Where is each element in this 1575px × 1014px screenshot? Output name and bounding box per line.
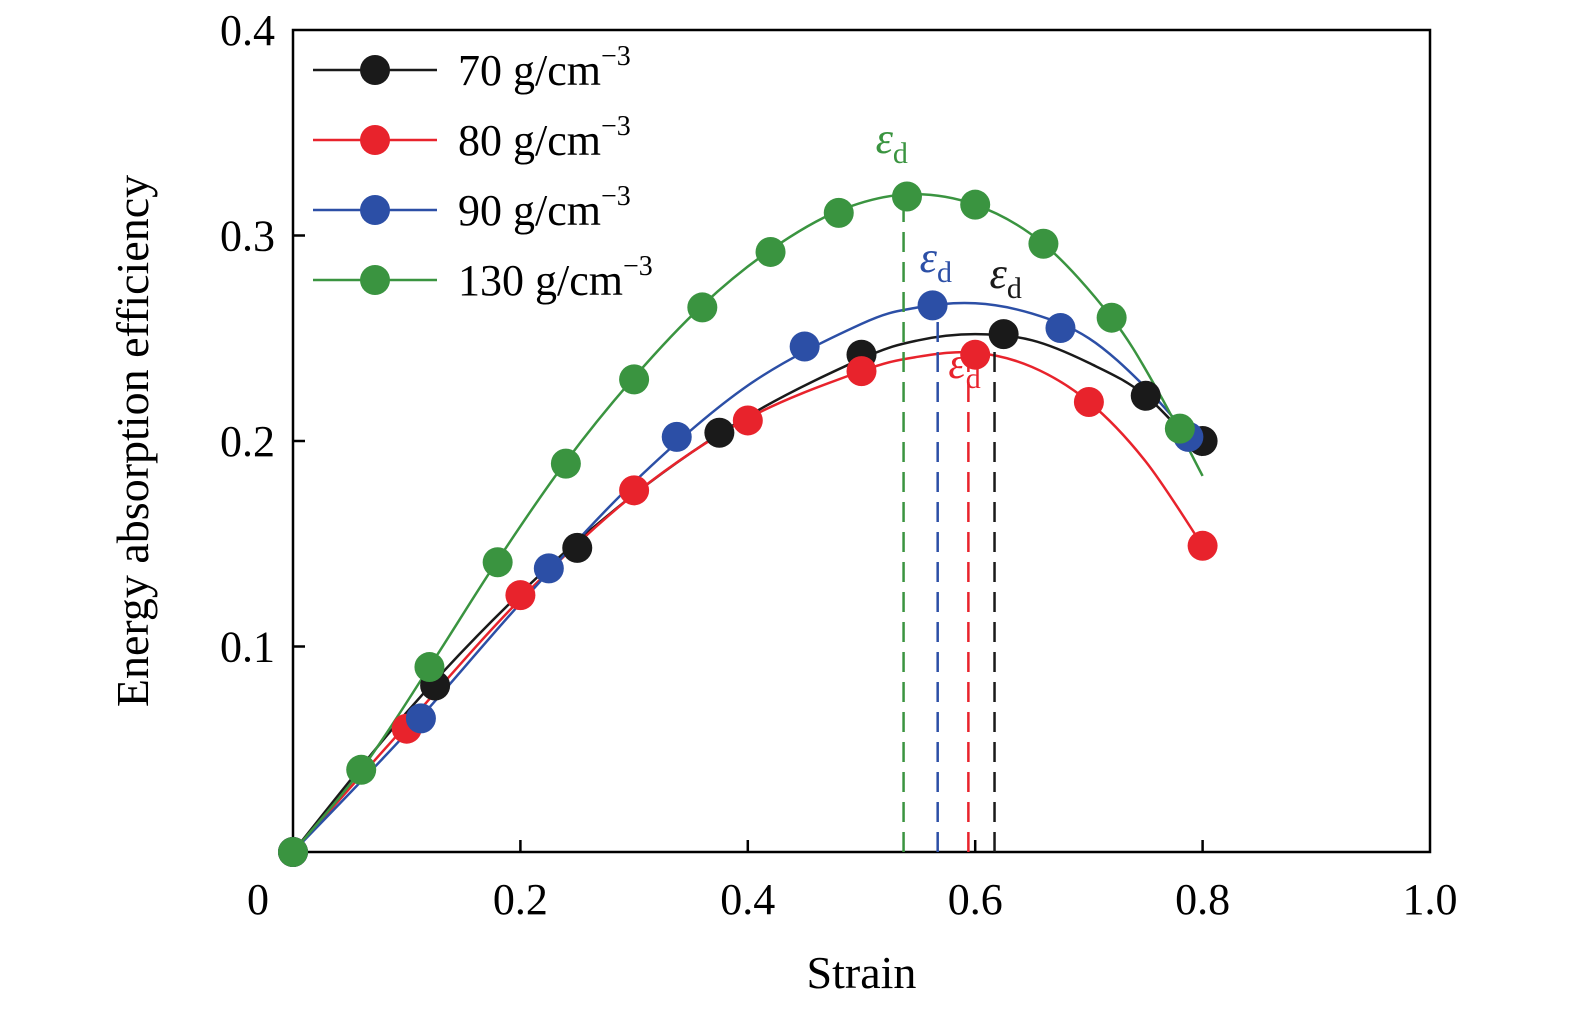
x-axis-title: Strain: [807, 947, 917, 998]
data-point-70: [562, 532, 593, 563]
legend-label-80: 80 g/cm−3: [458, 111, 631, 165]
data-point-80: [732, 405, 763, 436]
data-point-130: [687, 292, 718, 323]
legend-marker-70: [360, 55, 390, 85]
peak-strain-label-130: εd: [876, 114, 908, 170]
legend-marker-130: [360, 265, 390, 295]
data-point-90: [1045, 312, 1076, 343]
x-tick-label: 0.2: [493, 875, 548, 924]
series-line-70: [292, 332, 1204, 853]
data-point-130: [891, 181, 922, 212]
data-point-130: [823, 197, 854, 228]
data-point-70: [1130, 380, 1161, 411]
data-point-70: [704, 417, 735, 448]
data-point-80: [1073, 386, 1104, 417]
y-axis-title: Energy absorption efficiency: [107, 175, 158, 707]
peak-strain-label-70: εd: [990, 249, 1022, 305]
x-tick-label: 0.6: [948, 875, 1003, 924]
y-tick-label: 0.4: [220, 6, 275, 55]
data-point-90: [917, 290, 948, 321]
data-point-130: [619, 364, 650, 395]
data-point-130: [482, 547, 513, 578]
x-tick-label: 1.0: [1403, 875, 1458, 924]
legend-label-130: 130 g/cm−3: [458, 251, 653, 305]
data-point-80: [505, 580, 536, 611]
data-point-80: [846, 356, 877, 387]
legend-marker-90: [360, 195, 390, 225]
legend-label-70: 70 g/cm−3: [458, 41, 631, 95]
x-tick-label: 0: [247, 875, 269, 924]
x-tick-label: 0.8: [1175, 875, 1230, 924]
data-point-90: [789, 331, 820, 362]
data-point-130: [414, 652, 445, 683]
data-point-130: [1028, 228, 1059, 259]
data-point-130: [278, 837, 308, 867]
data-point-130: [346, 754, 377, 785]
legend-marker-80: [360, 125, 390, 155]
data-point-130: [1096, 302, 1127, 333]
x-tick-label: 0.4: [720, 875, 775, 924]
data-point-80: [1187, 530, 1218, 561]
data-point-130: [960, 189, 991, 220]
data-point-90: [661, 421, 692, 452]
data-point-130: [550, 448, 581, 479]
y-tick-label: 0.2: [220, 417, 275, 466]
y-tick-label: 0.1: [220, 623, 275, 672]
data-point-130: [755, 236, 786, 267]
data-point-80: [619, 475, 650, 506]
data-point-80: [960, 339, 991, 370]
data-point-70: [988, 319, 1019, 350]
series-line-130: [292, 192, 1204, 853]
data-point-130: [1164, 413, 1195, 444]
legend-label-90: 90 g/cm−3: [458, 181, 631, 235]
y-tick-label: 0.3: [220, 212, 275, 261]
peak-strain-label-90: εd: [920, 233, 952, 289]
data-point-90: [405, 703, 436, 734]
data-point-90: [533, 553, 564, 584]
